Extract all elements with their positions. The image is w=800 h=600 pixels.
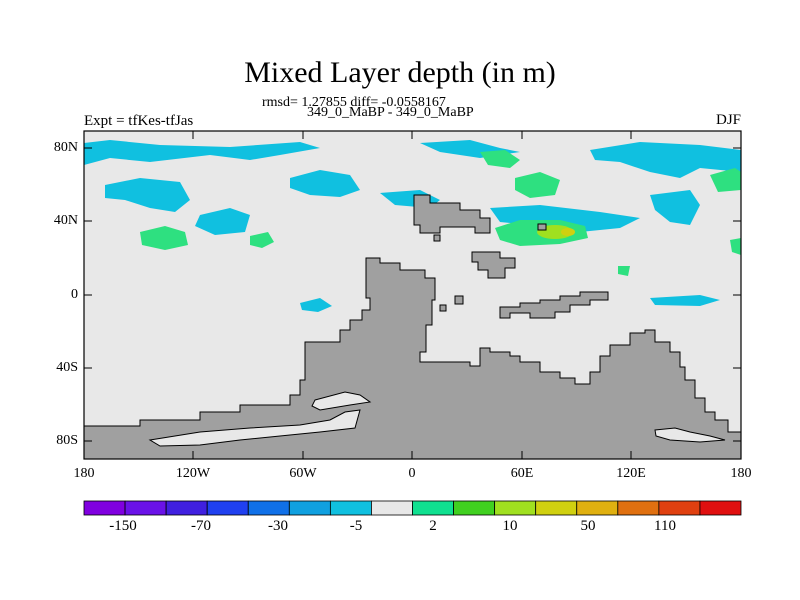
anomaly-patch (515, 172, 560, 198)
x-tick-label: 60E (510, 466, 534, 481)
y-tick-label: 40N (53, 213, 78, 228)
colorbar-label: 110 (654, 518, 676, 534)
x-tick-label: 120E (616, 466, 646, 481)
experiment-label: Expt = tfKes-tfJas (84, 113, 194, 129)
anomaly-patch (195, 208, 250, 235)
anomaly-patch (300, 298, 332, 312)
colorbar-swatch (412, 500, 454, 516)
colorbar-swatch (247, 500, 290, 516)
anomaly-patch (650, 295, 720, 306)
colorbar-label: 50 (580, 518, 596, 534)
colorbar-swatch (288, 500, 331, 516)
anomaly-patch (105, 178, 190, 212)
anomaly-patch (650, 190, 700, 225)
stats-line: rmsd= 1.27855 diff= -0.0558167 (262, 95, 446, 110)
colorbar-swatch (83, 500, 126, 516)
anomaly-patch (590, 142, 741, 178)
colorbar-swatch (576, 500, 619, 516)
island (454, 295, 464, 305)
colorbar-label: -150 (109, 518, 137, 534)
map-panel (83, 130, 742, 460)
plot-title: Mixed Layer depth (in m) (244, 56, 556, 89)
colorbar-swatch (658, 500, 701, 516)
negative-anomaly-regions (84, 140, 741, 312)
colorbar-label: 2 (429, 518, 437, 534)
colorbar-label: 10 (502, 518, 518, 534)
x-tick-label: 180 (730, 466, 752, 481)
colorbar-swatch (535, 500, 578, 516)
colorbar-swatch (453, 500, 496, 516)
colorbar-label: -5 (349, 518, 363, 534)
anomaly-patch (84, 140, 320, 165)
y-tick-label: 0 (71, 287, 78, 302)
island (439, 304, 447, 312)
colorbar-swatch (371, 500, 413, 516)
colorbar-swatch (617, 500, 660, 516)
x-tick-label: 60W (289, 466, 317, 481)
southern-ocean-channel-2 (311, 391, 372, 411)
x-tick-label: 120W (175, 466, 211, 481)
land-masses (83, 194, 742, 460)
y-tick-label: 40S (56, 360, 78, 375)
island (537, 223, 547, 231)
colorbar-swatch (494, 500, 537, 516)
x-tick-label: 0 (408, 466, 416, 481)
southern-ocean-channel-3 (654, 427, 726, 443)
land-africa-antarctica (83, 257, 742, 460)
anomaly-patch (618, 266, 630, 276)
y-tick-label: 80S (56, 433, 78, 448)
colorbar-swatch (699, 500, 742, 516)
small-islands (433, 223, 547, 312)
island (433, 234, 441, 242)
colorbar-label: -30 (268, 518, 288, 534)
colorbar-swatch (124, 500, 167, 516)
anomaly-patch (480, 150, 520, 168)
colorbar-swatch (206, 500, 249, 516)
anomaly-patch (561, 228, 575, 236)
x-tick-label: 180 (73, 466, 95, 481)
season-label: DJF (715, 112, 741, 128)
anomaly-patch (250, 232, 274, 248)
anomaly-patch (730, 238, 741, 255)
inland-ocean-channels (148, 391, 726, 447)
colorbar (83, 500, 742, 516)
colorbar-swatch (165, 500, 208, 516)
southern-ocean-channel (148, 409, 361, 447)
anomaly-patch (710, 168, 741, 192)
axis-ticks (83, 131, 742, 459)
land-arabia (471, 251, 516, 279)
anomaly-patch (290, 170, 360, 197)
y-tick-label: 80N (53, 140, 78, 155)
land-southeast-asia (499, 291, 609, 319)
land-eurasia-fragment (413, 194, 491, 234)
colorbar-swatch (329, 500, 372, 516)
plot-subtitle: 349_0_MaBP - 349_0_MaBP (307, 105, 474, 120)
anomaly-patch (490, 205, 640, 232)
colorbar-label: -70 (191, 518, 211, 534)
anomaly-patch (140, 226, 188, 250)
